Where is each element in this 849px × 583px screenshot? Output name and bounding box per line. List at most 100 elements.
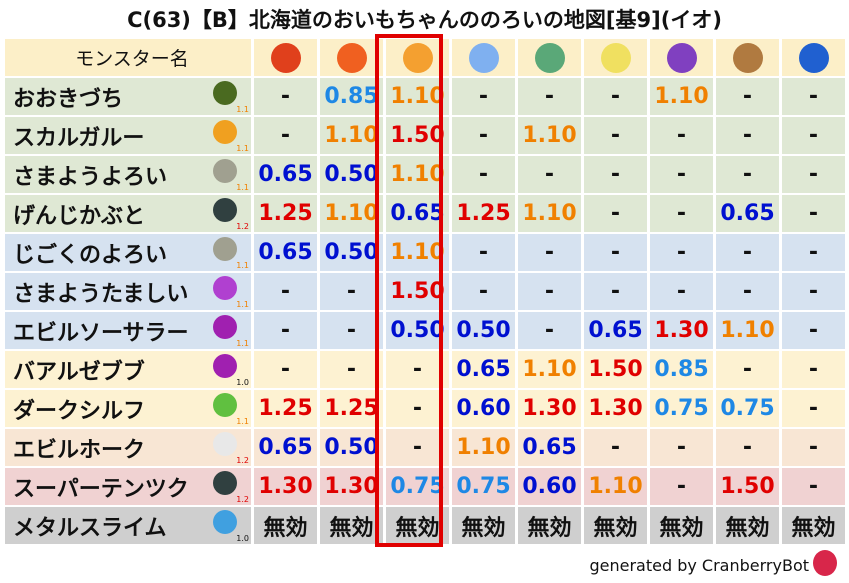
level-badge: 1.0	[236, 534, 249, 543]
resistance-value: 1.10	[584, 468, 647, 505]
resistance-value: 1.10	[518, 117, 581, 154]
resistance-value: -	[254, 351, 317, 388]
paw-icon	[213, 120, 237, 144]
resistance-value: -	[518, 273, 581, 310]
resistance-value: 1.10	[650, 78, 713, 115]
monster-name-cell: スカルガルー 1.1	[5, 117, 251, 154]
resistance-value: 無効	[254, 507, 317, 544]
cranberry-bot-icon	[813, 550, 837, 576]
resistance-value: 0.85	[650, 351, 713, 388]
resistance-value: -	[320, 312, 383, 349]
monster-name: スカルガルー	[13, 125, 145, 151]
table-row: げんじかぶと 1.2 1.25 1.10 0.65 1.25 1.10- -0.65-	[5, 195, 845, 232]
resistance-value: -	[716, 273, 779, 310]
monster-name: エビルホーク	[13, 437, 146, 463]
resistance-value: -	[782, 351, 845, 388]
resistance-value: -	[650, 234, 713, 271]
monster-name: おおきづち	[13, 86, 124, 112]
resistance-value: -	[716, 429, 779, 466]
resistance-value: -	[782, 390, 845, 427]
resistance-value: -	[386, 390, 449, 427]
column-header	[254, 39, 317, 76]
resistance-value: 1.10	[518, 351, 581, 388]
insect-icon	[213, 198, 237, 222]
level-badge: 1.1	[236, 300, 249, 309]
monster-name-cell: メタルスライム 1.0	[5, 507, 251, 544]
column-header	[782, 39, 845, 76]
resistance-value: -	[782, 156, 845, 193]
table-row: じごくのよろい 1.1 0.65 0.50 1.10- - - - - -	[5, 234, 845, 271]
resistance-value: 1.25	[254, 390, 317, 427]
resistance-value: -	[518, 156, 581, 193]
resistance-value: 1.50	[386, 273, 449, 310]
resistance-value: 0.65	[386, 195, 449, 232]
resistance-value: 0.50	[320, 429, 383, 466]
resistance-value: -	[386, 429, 449, 466]
resistance-value: 0.75	[716, 390, 779, 427]
resistance-value: 1.50	[716, 468, 779, 505]
monster-name-cell: エビルソーサラー 1.1	[5, 312, 251, 349]
table-row: バアルゼブブ 1.0- - -0.65 1.10 1.50 0.85- -	[5, 351, 845, 388]
resistance-value: 1.10	[320, 195, 383, 232]
resistance-value: -	[452, 156, 515, 193]
resistance-value: 0.65	[584, 312, 647, 349]
resistance-value: -	[782, 117, 845, 154]
resistance-value: 無効	[386, 507, 449, 544]
level-badge: 1.2	[236, 222, 249, 231]
resistance-value: -	[254, 78, 317, 115]
resistance-value: -	[584, 273, 647, 310]
column-header	[518, 39, 581, 76]
resistance-value: 1.10	[452, 429, 515, 466]
resistance-value: -	[782, 78, 845, 115]
table-row: スーパーテンツク 1.2 1.30 1.30 0.75 0.75 0.60 1.10-1.50…	[5, 468, 845, 505]
wing-icon	[213, 432, 237, 456]
monster-name-cell: じごくのよろい 1.1	[5, 234, 251, 271]
level-badge: 1.1	[236, 339, 249, 348]
resistance-value: 1.10	[320, 117, 383, 154]
trident-icon	[213, 354, 237, 378]
resistance-value: 1.50	[386, 117, 449, 154]
table-row: おおきづち 1.1-0.85 1.10- - -1.10- -	[5, 78, 845, 115]
insect-icon	[213, 471, 237, 495]
dark-swirl-icon	[666, 42, 697, 73]
table-row: メタルスライム 1.0 無効 無効 無効 無効 無効 無効 無効 無効 無効	[5, 507, 845, 544]
resistance-value: 1.10	[716, 312, 779, 349]
resistance-table: モンスター名 おおきづち 1.1-0.85 1.10- - -1.10- - スカルガルー 1…	[2, 37, 848, 546]
resistance-value: 1.25	[452, 195, 515, 232]
resistance-value: -	[584, 195, 647, 232]
wall-icon	[213, 237, 237, 261]
resistance-value: 0.50	[320, 156, 383, 193]
resistance-value: 0.65	[254, 156, 317, 193]
resistance-value: -	[254, 312, 317, 349]
resistance-value: 無効	[518, 507, 581, 544]
resistance-value: 無効	[452, 507, 515, 544]
resistance-value: 1.50	[584, 351, 647, 388]
highlighted-column-frame	[375, 34, 443, 547]
resistance-value: 0.65	[254, 234, 317, 271]
fire-ball-icon	[270, 42, 301, 73]
lightning-star-icon	[600, 42, 631, 73]
resistance-value: -	[518, 78, 581, 115]
monster-name: エビルソーサラー	[13, 320, 189, 346]
resistance-value: -	[584, 234, 647, 271]
resistance-value: 0.60	[518, 468, 581, 505]
trident-icon	[213, 315, 237, 339]
resistance-value: 1.30	[254, 468, 317, 505]
resistance-value: -	[518, 312, 581, 349]
resistance-value: 1.30	[650, 312, 713, 349]
resistance-value: 1.10	[386, 78, 449, 115]
resistance-value: -	[650, 156, 713, 193]
resistance-value: -	[254, 273, 317, 310]
resistance-value: -	[584, 429, 647, 466]
monster-name: スーパーテンツク	[13, 476, 189, 502]
resistance-value: 0.75	[650, 390, 713, 427]
column-header	[452, 39, 515, 76]
tornado-icon	[534, 42, 565, 73]
monster-name: じごくのよろい	[13, 242, 168, 268]
resistance-value: 0.85	[320, 78, 383, 115]
resistance-value: 0.75	[386, 468, 449, 505]
resistance-value: -	[320, 273, 383, 310]
leaf-icon	[213, 393, 237, 417]
resistance-value: 0.65	[254, 429, 317, 466]
resistance-value: 1.30	[320, 468, 383, 505]
